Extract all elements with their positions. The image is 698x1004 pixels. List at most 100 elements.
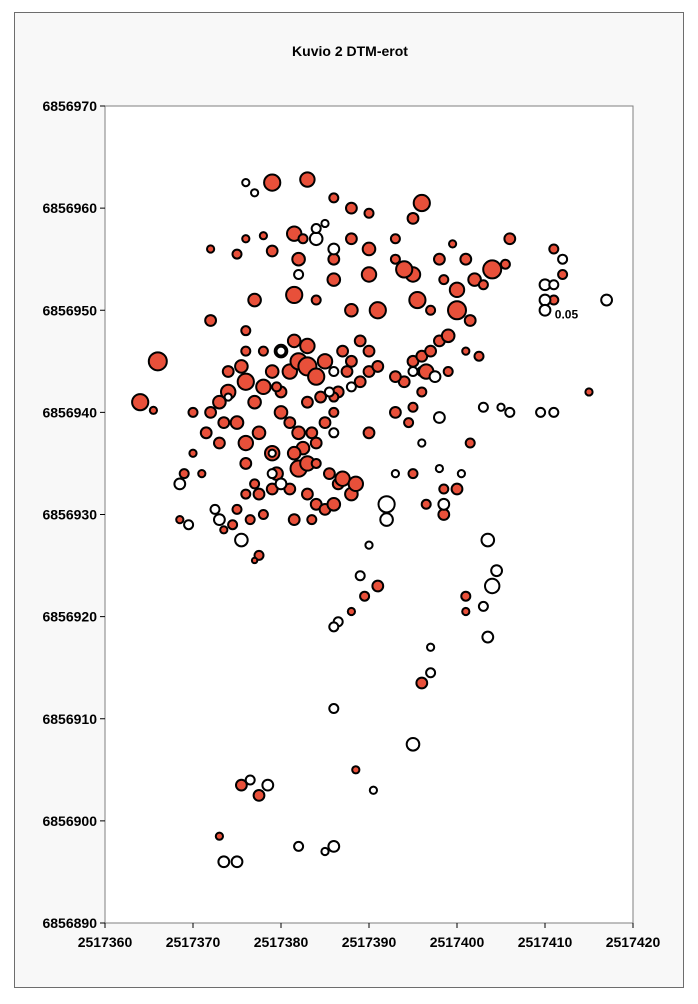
data-point [425, 304, 437, 316]
chart-title: Kuvio 2 DTM-erot [292, 43, 408, 59]
data-point [434, 463, 444, 474]
data-point [188, 448, 198, 458]
data-point [241, 177, 251, 188]
data-point [264, 364, 280, 379]
data-point [504, 406, 516, 418]
data-point [252, 487, 266, 501]
data-point [301, 487, 314, 501]
data-point [183, 519, 195, 531]
data-point [417, 438, 427, 448]
data-point [389, 253, 401, 265]
data-point [459, 252, 473, 266]
data-point [538, 303, 552, 317]
data-point [548, 406, 560, 418]
data-point [438, 274, 450, 286]
data-point [327, 840, 341, 853]
y-tick-label: 6856950 [42, 302, 97, 318]
data-point [408, 290, 427, 310]
data-point [229, 415, 245, 430]
data-point [173, 477, 187, 491]
data-point [131, 393, 150, 412]
data-point [364, 540, 374, 550]
data-point [340, 365, 354, 378]
data-point [197, 469, 207, 479]
plot-area [104, 105, 634, 924]
data-point [447, 300, 467, 321]
data-point [473, 350, 485, 362]
data-point [327, 252, 341, 266]
data-point [328, 427, 340, 439]
data-point [209, 503, 221, 515]
data-point [204, 314, 218, 327]
positive-points [131, 171, 594, 841]
data-point [363, 207, 375, 219]
data-point [291, 251, 306, 267]
data-point [310, 223, 322, 235]
data-point [178, 468, 190, 480]
data-point [213, 436, 226, 450]
data-point [316, 353, 334, 370]
data-point [199, 426, 213, 440]
data-point [206, 244, 216, 254]
data-point [377, 495, 396, 514]
negative-points [173, 177, 613, 869]
data-point [230, 855, 244, 869]
x-tick-label: 2517370 [166, 934, 221, 950]
data-point [247, 394, 262, 410]
data-point [204, 405, 218, 419]
data-point [306, 514, 318, 526]
data-point [503, 232, 517, 246]
data-point [467, 272, 482, 287]
y-tick-label: 6856970 [42, 98, 97, 114]
data-point [405, 736, 421, 752]
data-point [237, 434, 255, 452]
data-point [345, 201, 358, 215]
data-point [213, 513, 226, 527]
data-point [307, 367, 326, 386]
data-point [244, 774, 256, 786]
data-point [291, 425, 306, 441]
chart-frame: Kuvio 2 DTM-erot 2517360 2517370 2517380 25… [14, 12, 684, 988]
data-point [548, 279, 560, 291]
data-point [460, 590, 472, 602]
data-point [346, 606, 356, 617]
data-point [283, 416, 297, 429]
annotations: 0.05 [555, 307, 579, 321]
data-point [250, 556, 259, 565]
x-tick-label: 2517400 [430, 934, 485, 950]
data-point [548, 243, 560, 255]
data-point [344, 302, 359, 318]
data-point [484, 577, 501, 595]
data-point [328, 366, 340, 378]
data-point [285, 285, 304, 305]
data-point [320, 218, 330, 229]
data-point [361, 241, 377, 257]
data-point [236, 372, 255, 391]
y-tick-label: 6856890 [42, 915, 97, 931]
data-point [463, 314, 477, 327]
x-tick-label: 2517360 [78, 934, 133, 950]
data-point [267, 448, 277, 458]
data-point [240, 325, 252, 337]
data-point [389, 405, 402, 419]
data-point [407, 468, 419, 480]
data-point [426, 642, 436, 652]
data-point [345, 381, 357, 393]
data-point [235, 778, 248, 792]
data-point [320, 846, 330, 857]
y-axis: 6856970 6856960 6856950 6856940 6856930 68569… [42, 98, 105, 931]
x-tick-label: 2517380 [254, 934, 309, 950]
data-point [428, 370, 442, 384]
data-point [217, 416, 231, 429]
data-point [424, 344, 438, 358]
data-point [217, 855, 231, 869]
x-axis: 2517360 2517370 2517380 2517390 2517400 25174… [78, 923, 660, 950]
data-point [244, 514, 256, 526]
data-point [347, 475, 364, 493]
data-point [293, 840, 305, 852]
data-point [257, 509, 269, 520]
data-point [415, 676, 429, 690]
data-point [390, 469, 400, 479]
data-point [328, 621, 340, 633]
data-point [214, 831, 224, 841]
